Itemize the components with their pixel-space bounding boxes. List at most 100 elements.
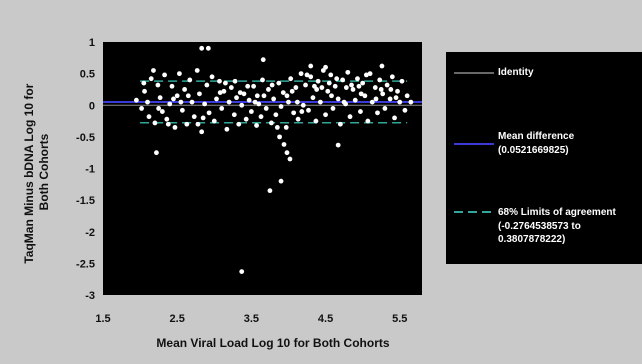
data-point — [228, 85, 234, 90]
data-point — [194, 68, 200, 73]
data-point — [191, 114, 197, 120]
data-point — [315, 78, 321, 84]
data-point — [236, 121, 242, 127]
data-point — [182, 87, 188, 92]
x-tick-label: 3.5 — [244, 313, 259, 325]
data-point — [237, 90, 243, 95]
data-point — [365, 118, 371, 124]
data-point — [313, 118, 319, 124]
data-point — [169, 83, 175, 89]
data-point — [152, 120, 158, 126]
data-point — [221, 88, 227, 94]
data-point — [217, 78, 222, 84]
data-point — [356, 83, 362, 89]
x-tick-label: 2.5 — [170, 313, 185, 325]
y-tick-label: -2 — [85, 227, 95, 239]
data-point — [187, 77, 193, 83]
data-point — [304, 72, 310, 78]
data-point — [260, 57, 266, 63]
data-point — [377, 77, 383, 83]
data-point — [284, 150, 290, 156]
data-point — [299, 109, 305, 114]
data-point — [294, 99, 300, 105]
data-point — [284, 93, 290, 99]
data-point — [373, 96, 379, 102]
data-point — [392, 115, 397, 121]
data-point — [340, 77, 346, 83]
data-points — [133, 45, 414, 274]
legend: Identity Mean difference (0.0521669825) … — [446, 52, 642, 264]
data-point — [323, 112, 328, 118]
data-point — [328, 72, 334, 78]
data-point — [260, 77, 265, 83]
data-point — [148, 76, 154, 82]
data-point — [162, 72, 167, 78]
legend-value-limits-of-agreement: (-0.2764538573 to 0.3807878222) — [498, 221, 581, 245]
data-point — [278, 104, 284, 109]
data-point — [246, 97, 252, 103]
data-point — [254, 93, 260, 99]
data-point — [281, 142, 287, 147]
data-point — [199, 45, 205, 51]
data-point — [274, 124, 280, 130]
y-tick-label: 0.5 — [80, 69, 95, 81]
data-point — [231, 112, 237, 118]
data-point — [358, 109, 363, 114]
data-point — [289, 88, 295, 94]
y-tick-label: -0.5 — [76, 132, 95, 144]
data-point — [278, 178, 284, 184]
x-axis-ticks: 1.5 2.5 3.5 4.5 5.5 — [95, 313, 407, 325]
data-point — [142, 88, 147, 94]
data-point — [267, 188, 273, 194]
data-point — [167, 101, 173, 107]
data-point — [337, 121, 343, 127]
data-point — [402, 107, 408, 113]
data-point — [379, 63, 385, 69]
data-point — [159, 109, 165, 114]
y-tick-label: -3 — [85, 290, 95, 302]
data-point — [283, 124, 289, 130]
data-point — [317, 99, 323, 105]
data-point — [243, 116, 249, 122]
data-point — [219, 106, 225, 111]
data-point — [395, 88, 400, 94]
data-point — [184, 121, 190, 127]
data-point — [389, 74, 395, 80]
legend-swatch-identity — [454, 72, 494, 74]
data-point — [293, 85, 299, 90]
data-point — [154, 150, 159, 156]
data-point — [325, 88, 331, 94]
data-point — [291, 110, 297, 116]
data-point — [330, 106, 336, 111]
data-point — [133, 97, 139, 103]
y-tick-label: -2.5 — [76, 258, 95, 270]
y-tick-label: -1 — [85, 164, 95, 176]
data-point — [248, 109, 254, 114]
data-point — [387, 96, 393, 102]
data-point — [277, 134, 282, 140]
data-point — [358, 91, 364, 97]
data-point — [205, 45, 211, 51]
data-point — [251, 83, 256, 89]
data-point — [378, 87, 384, 92]
data-point — [372, 85, 378, 90]
data-point — [363, 72, 369, 78]
data-point — [157, 95, 163, 101]
data-point — [261, 93, 267, 99]
data-point — [380, 91, 386, 97]
data-point — [258, 114, 264, 120]
data-point — [232, 78, 238, 84]
data-point — [362, 93, 368, 99]
data-point — [269, 120, 274, 126]
data-point — [319, 85, 325, 90]
data-point — [202, 101, 208, 107]
data-point — [197, 91, 202, 97]
data-point — [156, 106, 162, 111]
legend-value-mean-difference: (0.0521669825) — [498, 145, 569, 156]
data-point — [172, 124, 178, 130]
data-point — [280, 90, 286, 95]
data-point — [312, 83, 317, 89]
data-point — [189, 99, 195, 105]
data-point — [347, 114, 353, 120]
